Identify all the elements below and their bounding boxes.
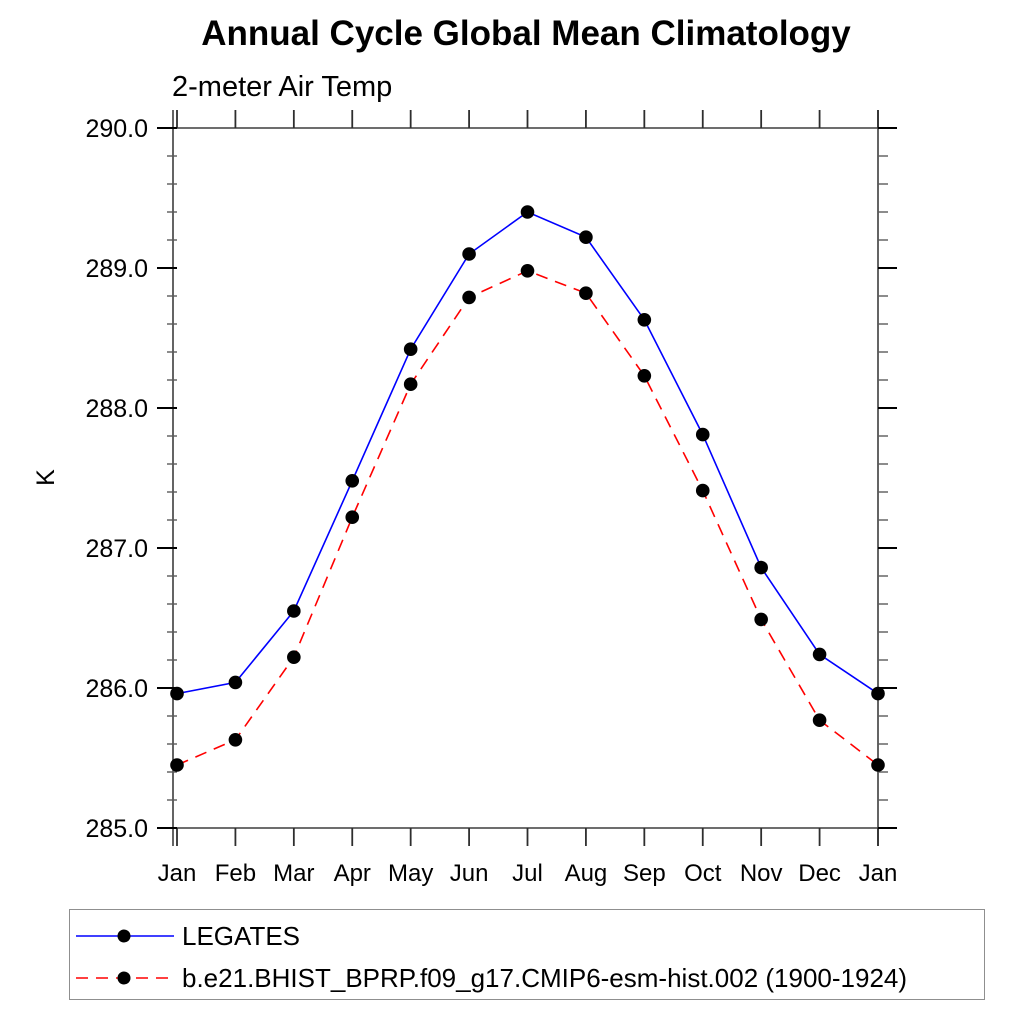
x-axis-ticks	[176, 110, 879, 846]
chart-subtitle: 2-meter Air Temp	[172, 71, 393, 103]
data-point-marker	[637, 313, 652, 327]
data-point-marker	[345, 510, 360, 524]
x-tick-label: Jan	[859, 860, 898, 887]
series-0-line	[176, 211, 879, 695]
legend-line-sample-dashed	[76, 971, 174, 985]
data-point-marker	[520, 205, 535, 219]
data-point-marker	[695, 427, 710, 442]
y-tick-label: 289.0	[85, 255, 148, 283]
y-tick-label: 288.0	[85, 395, 148, 423]
x-tick-label: Dec	[798, 860, 841, 887]
y-tick-label: 287.0	[85, 535, 148, 563]
data-point-marker	[579, 230, 593, 244]
series-0-markers	[170, 205, 885, 701]
data-point-marker	[520, 264, 535, 278]
data-point-marker	[170, 758, 184, 772]
legend-label: b.e21.BHIST_BPRP.f09_g17.CMIP6-esm-hist.…	[182, 962, 908, 993]
y-tick-label: 285.0	[85, 815, 148, 843]
y-tick-label: 286.0	[85, 675, 148, 703]
chart-title: Annual Cycle Global Mean Climatology	[201, 14, 851, 53]
data-point-marker	[579, 286, 593, 301]
x-tick-label: Feb	[215, 860, 256, 887]
data-point-marker	[287, 650, 301, 664]
data-point-marker	[871, 758, 885, 772]
series-1-markers	[170, 264, 885, 772]
data-point-marker	[462, 290, 476, 305]
x-tick-label: Mar	[273, 860, 314, 887]
data-point-marker	[754, 612, 768, 627]
legend-label: LEGATES	[182, 920, 301, 951]
data-point-marker	[812, 713, 827, 727]
data-point-marker	[462, 247, 476, 261]
x-tick-label: Apr	[334, 860, 371, 887]
x-tick-label: May	[388, 860, 433, 887]
x-tick-label: Oct	[684, 860, 722, 887]
legend-box: LEGATES b.e21.BHIST_BPRP.f09_g17.CMIP6-e…	[69, 909, 985, 1000]
x-tick-label: Aug	[565, 860, 608, 887]
legend-marker	[117, 929, 131, 943]
data-point-marker	[754, 560, 768, 575]
x-tick-labels: Jan Feb Mar Apr May Jun Jul Aug Sep Oct Nov Dec Jan	[158, 860, 898, 887]
y-tick-label: 290.0	[85, 115, 148, 143]
data-point-marker	[170, 686, 184, 701]
data-point-marker	[695, 483, 710, 498]
x-tick-label: Jul	[512, 860, 543, 887]
legend-line-sample-solid	[76, 929, 174, 943]
legend-item-legates: LEGATES	[70, 921, 300, 951]
y-tick-labels: 285.0 286.0 287.0 288.0 289.0 290.0	[85, 115, 148, 843]
x-tick-label: Sep	[623, 860, 666, 887]
legend-item-model: b.e21.BHIST_BPRP.f09_g17.CMIP6-esm-hist.…	[70, 963, 907, 993]
data-point-marker	[637, 369, 652, 383]
series-1-line	[176, 269, 879, 766]
data-point-marker	[287, 604, 301, 618]
data-point-marker	[812, 647, 827, 662]
axes	[157, 110, 897, 846]
x-tick-label: Nov	[740, 860, 783, 887]
data-point-marker	[871, 686, 885, 701]
data-point-marker	[403, 342, 418, 357]
data-point-marker	[228, 675, 243, 690]
data-point-marker	[403, 377, 418, 392]
y-axis-major-ticks	[157, 127, 897, 829]
data-point-marker	[345, 474, 360, 488]
x-tick-label: Jun	[450, 860, 489, 887]
plot-area: 285.0 286.0 287.0 288.0 289.0 290.0 Jan Feb Mar A…	[85, 110, 898, 887]
legend-marker	[117, 971, 131, 985]
data-point-marker	[228, 733, 243, 747]
y-axis-minor-ticks	[167, 155, 888, 801]
x-tick-label: Jan	[158, 860, 197, 887]
